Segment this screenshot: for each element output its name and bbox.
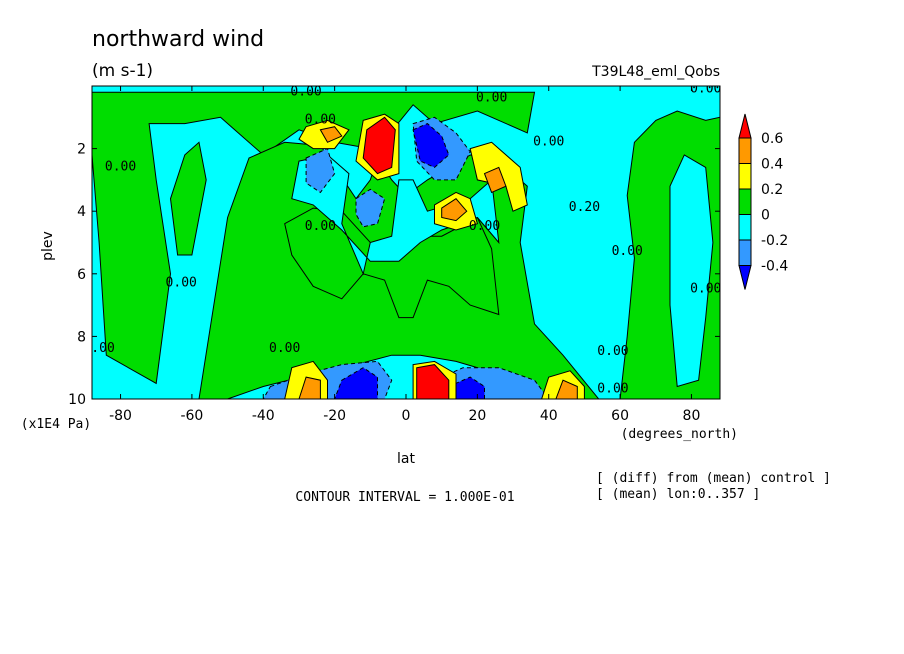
contour-region [319, 126, 343, 143]
contour-label: 0.00 [597, 382, 628, 397]
colorbar-segment [738, 163, 752, 190]
contour-interval-text: CONTOUR INTERVAL = 1.000E-01 [295, 490, 514, 505]
colorbar-segment [738, 188, 752, 215]
colorbar-label: 0.2 [761, 182, 783, 198]
contour-label: 0.20 [569, 200, 600, 215]
y-tick-label: 8 [77, 329, 86, 345]
y-tick-label: 10 [68, 392, 86, 408]
x-tick-label: 60 [611, 408, 629, 424]
x-tick-label: -20 [323, 408, 346, 424]
colorbar-segment [738, 113, 752, 139]
contour-region [362, 116, 396, 175]
contour-region [441, 198, 468, 222]
plot-area: 0.00 0.00 0.00 0.00 0.00 0.00 0.20 0.00 0.00 0.00… [83, 81, 721, 400]
y-tick-label: 6 [77, 267, 86, 283]
x-tick-label: -60 [180, 408, 203, 424]
x-tick-label: 20 [468, 408, 486, 424]
x-axis-label: lat [397, 451, 415, 467]
colorbar-label: 0.4 [761, 157, 783, 173]
x-tick-label: -80 [109, 408, 132, 424]
contour-region [291, 154, 500, 276]
colorbar-label: 0.6 [761, 131, 783, 147]
note-diff: [ (diff) from (mean) control ] [596, 471, 831, 486]
experiment-label: T39L48_eml_Qobs [591, 64, 720, 80]
y-tick-label: 4 [77, 204, 86, 220]
chart-title: northward wind [92, 27, 264, 52]
y-tick-label: 2 [77, 142, 86, 158]
contour-region [669, 154, 714, 388]
colorbar-label: -0.2 [761, 233, 788, 249]
colorbar-segment [738, 214, 752, 241]
x-axis-units: (degrees_north) [621, 427, 738, 442]
contour-label: 0.00 [105, 160, 136, 175]
x-axis-ticks: -80 -60 -40 -20 0 20 40 60 80 [109, 86, 700, 424]
x-tick-label: 0 [402, 408, 411, 424]
contour-region [169, 141, 207, 256]
colorbar-segment [738, 239, 752, 266]
contour-label: 0.00 [533, 134, 564, 149]
y-axis-units: (x1E4 Pa) [21, 417, 91, 432]
contour-region [555, 379, 578, 399]
contour-label: 0.00 [269, 341, 300, 356]
contour-region [416, 364, 450, 399]
colorbar-segment [738, 265, 752, 290]
y-axis-ticks: 2 4 6 8 10 [68, 142, 720, 408]
chart-units: (m s-1) [92, 61, 153, 81]
contour-label: 0.00 [290, 84, 321, 99]
colorbar-label: 0 [761, 208, 770, 224]
colorbar: 0.6 0.4 0.2 0 -0.2 -0.4 [738, 113, 788, 290]
contour-region [298, 376, 321, 399]
contour-label: 0.00 [305, 219, 336, 234]
contour-label: 0.00 [83, 341, 114, 356]
contour-region [412, 123, 450, 168]
contour-label: 0.00 [690, 81, 721, 96]
colorbar-label: -0.4 [761, 259, 788, 275]
colorbar-segment [738, 137, 752, 164]
note-mean: [ (mean) lon:0..357 ] [596, 487, 760, 502]
x-tick-label: 80 [683, 408, 701, 424]
x-tick-label: 40 [540, 408, 558, 424]
x-tick-label: -40 [252, 408, 275, 424]
contour-label: 0.00 [305, 113, 336, 128]
contour-label: 0.00 [597, 344, 628, 359]
contour-label: 0.00 [612, 244, 643, 259]
contour-label: 0.00 [166, 275, 197, 290]
contour-regions [92, 91, 720, 399]
contour-label: 0.00 [690, 282, 721, 297]
contour-label: 0.00 [469, 219, 500, 234]
contour-region [334, 367, 378, 399]
contour-region [355, 188, 386, 228]
y-axis-label: plev [40, 231, 56, 261]
contour-label: 0.00 [476, 91, 507, 106]
contour-region [483, 166, 507, 194]
contour-region [448, 376, 485, 399]
contour-region [305, 147, 336, 194]
contour-labels: 0.00 0.00 0.00 0.00 0.00 0.00 0.20 0.00 0.00 0.00… [83, 81, 721, 397]
